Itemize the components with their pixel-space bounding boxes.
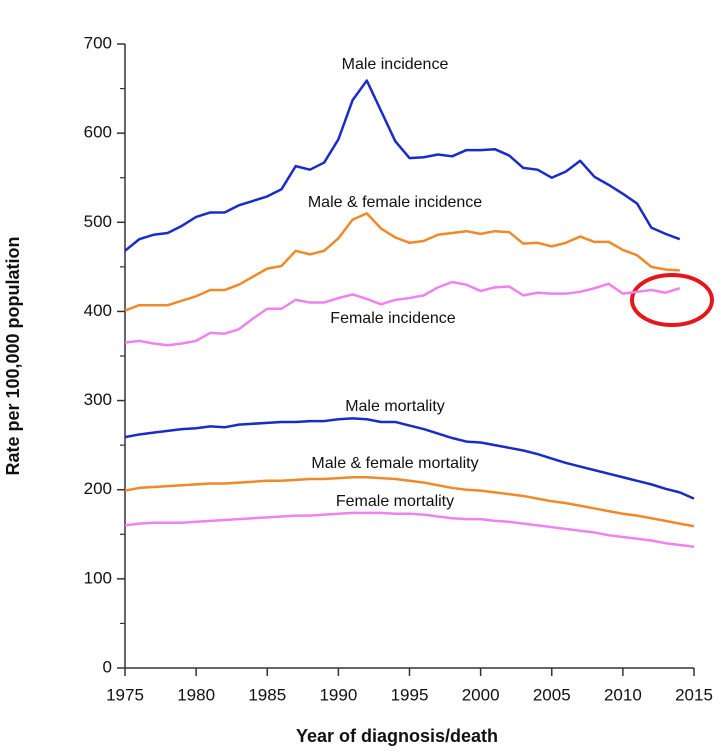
series-label: Male mortality — [345, 398, 445, 415]
y-tick-label: 500 — [84, 212, 112, 231]
x-tick-label: 1985 — [248, 685, 286, 704]
series-line — [124, 475, 695, 528]
series-line — [124, 212, 680, 312]
x-tick-label: 1995 — [391, 685, 429, 704]
y-tick-label: 0 — [103, 657, 112, 676]
y-axis-title: Rate per 100,000 population — [3, 236, 23, 475]
series-line — [124, 79, 681, 252]
y-tick-label: 400 — [84, 301, 112, 320]
y-tick-label: 600 — [84, 123, 112, 142]
y-tick-label: 700 — [84, 33, 112, 52]
x-tick-label: 2015 — [675, 685, 713, 704]
x-tick-label: 1975 — [106, 685, 144, 704]
series-line — [124, 280, 681, 347]
x-tick-label: 1980 — [177, 685, 215, 704]
y-tick-label: 300 — [84, 390, 112, 409]
highlight-circle — [630, 273, 714, 327]
x-tick-label: 1990 — [319, 685, 357, 704]
x-tick-label: 2010 — [604, 685, 642, 704]
y-tick-label: 200 — [84, 479, 112, 498]
series-label: Male incidence — [342, 56, 449, 73]
series-label: Male & female incidence — [308, 194, 482, 211]
series-label: Male & female mortality — [311, 455, 478, 472]
y-tick-label: 100 — [84, 568, 112, 587]
series-label: Female mortality — [336, 493, 454, 510]
series-line — [124, 511, 695, 549]
x-axis-title: Year of diagnosis/death — [296, 726, 498, 746]
series-line — [124, 417, 695, 500]
x-tick-label: 2005 — [533, 685, 571, 704]
series-label: Female incidence — [330, 310, 456, 327]
x-tick-label: 2000 — [462, 685, 500, 704]
